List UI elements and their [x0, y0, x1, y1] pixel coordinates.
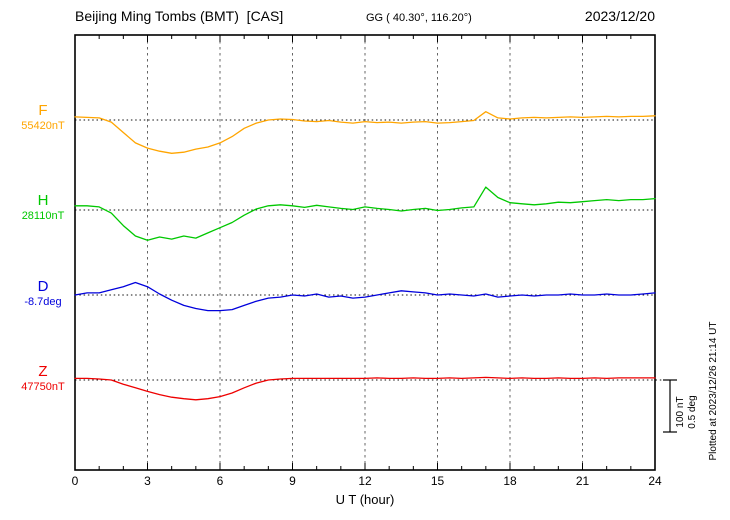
plotted-at-label: Plotted at 2023/12/26 21:14 UT — [708, 321, 719, 461]
series-name-D: D — [37, 278, 49, 295]
series-baseline-H: 28110nT — [21, 209, 65, 222]
series-name-F: F — [38, 102, 48, 119]
x-axis-tick-labels: 0 3 6 9 12 15 18 21 24 — [0, 474, 730, 490]
series-label-Z: Z 47750nT — [14, 363, 72, 393]
x-tick-label: 3 — [144, 474, 151, 488]
series-label-H: H 28110nT — [14, 192, 72, 222]
series-name-Z: Z — [38, 363, 48, 380]
x-tick-label: 15 — [430, 474, 445, 488]
series-baseline-F: 55420nT — [21, 119, 65, 132]
x-tick-label: 6 — [216, 474, 224, 488]
series-baseline-D: -8.7deg — [24, 295, 62, 308]
trace-Z — [74, 376, 656, 401]
trace-H — [74, 186, 656, 241]
x-tick-label: 0 — [71, 474, 79, 488]
scale-bar-label: 100 nT 0.5 deg — [675, 383, 701, 441]
x-tick-label: 12 — [358, 474, 372, 488]
x-tick-label: 21 — [575, 474, 590, 488]
scale-bar-deg-label: 0.5 deg — [687, 395, 698, 429]
series-label-F: F 55420nT — [14, 102, 72, 132]
x-axis-title: U T (hour) — [335, 492, 395, 507]
plot-date: 2023/12/20 — [584, 8, 655, 24]
trace-D — [74, 281, 656, 312]
x-tick-label: 9 — [289, 474, 296, 488]
series-baseline-Z: 47750nT — [21, 380, 65, 393]
geographic-coordinates: GG ( 40.30°, 116.20°) — [366, 12, 472, 24]
series-label-D: D -8.7deg — [14, 278, 72, 308]
station-title: Beijing Ming Tombs (BMT) [CAS] — [75, 8, 284, 24]
series-name-H: H — [37, 192, 49, 209]
x-tick-label: 18 — [503, 474, 517, 488]
scale-bar-nt-label: 100 nT — [675, 396, 686, 428]
x-tick-label: 24 — [648, 474, 662, 488]
trace-F — [74, 111, 656, 154]
